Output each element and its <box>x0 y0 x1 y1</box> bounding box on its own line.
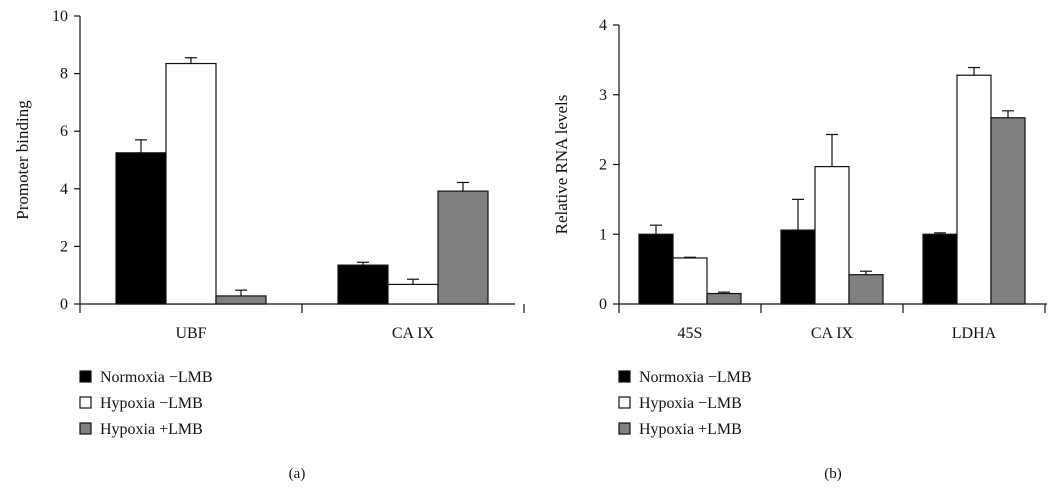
legend: Normoxia −LMB Hypoxia −LMB Hypoxia +LMB <box>618 369 752 438</box>
bar-normoxialmb <box>638 233 674 305</box>
legend-label: Hypoxia +LMB <box>100 421 203 438</box>
bar-hypoxialmb <box>956 74 992 305</box>
y-tick-label: 2 <box>60 238 68 255</box>
legend-label: Hypoxia +LMB <box>639 421 742 438</box>
legend-label: Hypoxia −LMB <box>100 395 203 412</box>
legend: Normoxia −LMB Hypoxia −LMB Hypoxia +LMB <box>79 369 213 438</box>
x-category-label: LDHA <box>952 325 997 342</box>
bar-hypoxialmb <box>165 62 217 305</box>
bar-hypoxialmb <box>387 283 439 305</box>
y-tick-label: 10 <box>52 8 68 25</box>
y-tick-label: 3 <box>599 87 607 104</box>
y-tick-label: 6 <box>60 123 68 140</box>
y-tick-label: 4 <box>60 181 68 198</box>
bar-normoxialmb <box>922 233 958 305</box>
chart-panel-b: 0 1 2 3 4 Relative RNA levels 45S CA IX LDHA Norm… <box>552 17 1047 482</box>
x-category-label: 45S <box>678 325 703 342</box>
bar-normoxialmb <box>337 264 389 305</box>
bar-hypoxia+lmb <box>437 190 489 305</box>
x-category-label: CA IX <box>392 325 435 342</box>
legend-swatch <box>79 370 92 383</box>
bar-hypoxia+lmb <box>990 117 1026 305</box>
bar-hypoxia+lmb <box>706 292 742 305</box>
y-tick-label: 1 <box>599 226 607 243</box>
y-tick-label: 8 <box>60 66 68 83</box>
y-tick-label: 0 <box>599 296 607 313</box>
legend-swatch <box>618 422 631 435</box>
bar-hypoxialmb <box>672 257 708 305</box>
legend-label: Normoxia −LMB <box>639 369 752 386</box>
legend-swatch <box>79 396 92 409</box>
y-tick-label: 0 <box>60 296 68 313</box>
legend-swatch <box>79 422 92 435</box>
legend-label: Normoxia −LMB <box>100 369 213 386</box>
y-tick-label: 2 <box>599 157 607 174</box>
y-axis-label: Relative RNA levels <box>552 95 571 235</box>
bar-hypoxia+lmb <box>848 274 884 305</box>
chart-panel-a: 0 2 4 6 8 10 Promoter binding UBF CA IX Normoxia … <box>13 8 525 482</box>
x-category-label: UBF <box>175 325 206 342</box>
bar-hypoxialmb <box>814 165 850 305</box>
bar-normoxialmb <box>115 152 167 305</box>
bar-normoxialmb <box>780 229 816 305</box>
bar-hypoxia+lmb <box>215 295 267 305</box>
panel-label: (a) <box>289 466 306 482</box>
y-tick-label: 4 <box>599 17 607 34</box>
panel-label: (b) <box>824 466 842 482</box>
y-axis-label: Promoter binding <box>13 100 32 220</box>
legend-swatch <box>618 370 631 383</box>
x-category-label: CA IX <box>811 325 854 342</box>
legend-swatch <box>618 396 631 409</box>
legend-label: Hypoxia −LMB <box>639 395 742 412</box>
